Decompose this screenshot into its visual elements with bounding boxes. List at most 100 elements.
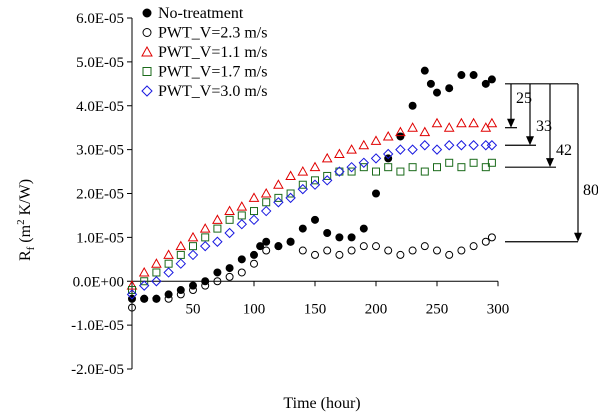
data-point <box>419 126 431 137</box>
data-point <box>433 88 441 97</box>
legend-entry: No-treatment <box>158 5 244 22</box>
legend-entry: PWT_V=1.1 m/s <box>158 44 267 61</box>
data-point <box>443 122 455 132</box>
data-point <box>358 139 370 150</box>
data-point <box>201 281 210 290</box>
data-point <box>311 215 319 224</box>
x-tick-label: 250 <box>426 301 449 317</box>
data-point <box>126 289 138 300</box>
data-point <box>213 277 222 286</box>
data-point <box>260 205 272 217</box>
data-point <box>486 140 498 151</box>
legend-entry: PWT_V=1.7 m/s <box>158 64 267 81</box>
data-point <box>347 233 356 242</box>
y-tick-label: 2.0E-05 <box>76 187 124 203</box>
data-point <box>256 242 265 251</box>
data-point <box>212 214 223 224</box>
data-point <box>346 144 357 154</box>
data-point <box>487 233 496 242</box>
data-point <box>248 192 260 202</box>
y-tick-label: 4.0E-05 <box>76 99 124 115</box>
x-tick-label: 50 <box>186 301 201 317</box>
data-point <box>456 140 467 151</box>
data-point <box>480 140 492 151</box>
data-point <box>335 250 344 259</box>
data-point <box>469 158 478 167</box>
data-point <box>323 171 332 180</box>
data-point <box>237 211 246 220</box>
data-point <box>408 246 417 255</box>
data-point <box>321 175 333 186</box>
y-tick-label: -1.0E-05 <box>71 318 124 334</box>
series-4 <box>126 140 498 300</box>
y-axis-label-sup: 2 <box>15 219 27 225</box>
legend-marker <box>141 45 153 57</box>
data-point <box>189 242 197 251</box>
data-point <box>176 290 185 299</box>
data-point <box>273 179 284 189</box>
data-point <box>408 163 417 172</box>
y-axis-label-open: (m <box>17 224 34 246</box>
data-point <box>225 215 234 224</box>
data-point <box>433 246 441 255</box>
data-point <box>236 201 248 211</box>
data-point <box>309 179 321 190</box>
data-point <box>426 79 435 88</box>
series-layer <box>126 66 498 312</box>
data-point <box>175 258 187 269</box>
y-tick-label: 1.0E-05 <box>76 230 124 246</box>
y-tick-label: -2.0E-05 <box>71 362 124 378</box>
data-point <box>262 237 271 246</box>
data-point <box>334 148 345 159</box>
data-point <box>164 294 173 303</box>
data-point <box>262 198 271 207</box>
data-point <box>481 163 490 172</box>
legend-marker <box>142 8 152 18</box>
legend: No-treatment PWT_V=2.3 m/s PWT_V=1.1 m/s PW… <box>141 5 267 100</box>
data-point <box>236 219 248 230</box>
data-point <box>298 224 307 233</box>
data-point <box>384 163 393 172</box>
data-point <box>384 246 393 255</box>
data-point <box>487 158 496 167</box>
data-point <box>481 79 490 88</box>
data-point <box>213 224 222 233</box>
data-point <box>151 258 162 268</box>
series-1 <box>128 233 496 312</box>
data-point <box>140 294 149 303</box>
data-point <box>248 214 260 226</box>
data-point <box>334 166 345 177</box>
data-point <box>469 242 478 251</box>
annotation-label: 25 <box>516 90 532 107</box>
data-point <box>274 193 283 202</box>
data-point <box>151 276 162 287</box>
data-point <box>382 148 394 160</box>
data-point <box>481 237 490 246</box>
data-point <box>297 166 309 176</box>
data-point <box>456 117 467 128</box>
data-point <box>408 101 417 110</box>
annotation-arrow-head <box>507 118 515 128</box>
data-point <box>163 267 174 278</box>
data-point <box>286 189 295 198</box>
y-tick-label: 0.0E+00 <box>73 274 124 290</box>
data-point <box>213 268 222 277</box>
data-point <box>187 231 199 242</box>
data-point <box>370 153 382 164</box>
data-point <box>163 249 174 259</box>
data-point <box>237 255 246 264</box>
data-point <box>396 250 405 259</box>
data-point <box>372 189 380 198</box>
data-point <box>457 163 466 172</box>
legend-entry: PWT_V=3.0 m/s <box>158 83 267 100</box>
data-point <box>358 157 370 168</box>
data-point <box>372 167 380 176</box>
data-point <box>370 135 382 145</box>
data-point <box>395 144 406 155</box>
data-point <box>457 71 466 80</box>
data-point <box>486 117 498 128</box>
data-point <box>285 192 296 204</box>
data-point <box>187 249 199 261</box>
x-axis-label: Time (hour) <box>283 395 360 412</box>
